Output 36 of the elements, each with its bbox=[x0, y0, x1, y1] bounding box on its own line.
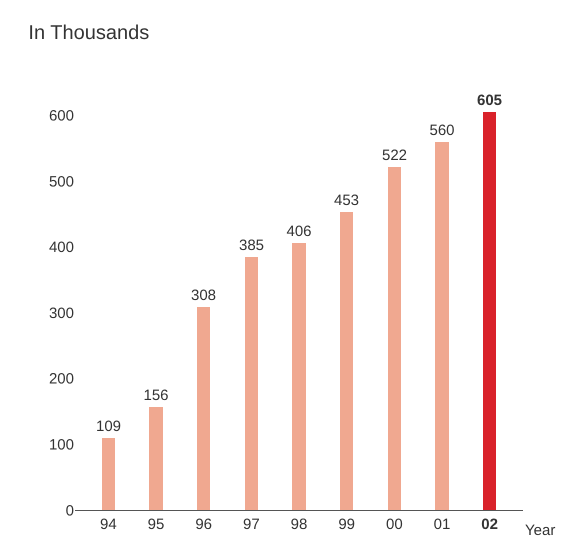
x-tick-label: 94 bbox=[100, 516, 117, 533]
bar bbox=[292, 243, 306, 510]
x-tick-label: 99 bbox=[338, 516, 356, 533]
data-label: 308 bbox=[190, 287, 216, 304]
x-tick-label: 96 bbox=[195, 516, 212, 533]
data-label: 385 bbox=[238, 237, 264, 254]
y-tick-label: 600 bbox=[48, 108, 74, 125]
x-tick-label: 02 bbox=[481, 516, 498, 533]
bar bbox=[483, 112, 496, 510]
x-tick-label: 98 bbox=[290, 516, 308, 533]
x-tick-label: 00 bbox=[386, 516, 403, 533]
data-label: 156 bbox=[143, 387, 169, 404]
y-tick-label: 500 bbox=[48, 173, 74, 190]
data-label: 406 bbox=[286, 223, 312, 240]
y-tick-label: 200 bbox=[48, 370, 74, 388]
y-tick-label: 300 bbox=[48, 304, 74, 322]
bar bbox=[245, 257, 258, 510]
x-axis-title: Year bbox=[525, 522, 556, 539]
bar bbox=[435, 142, 449, 510]
bar bbox=[102, 438, 115, 510]
bar bbox=[340, 212, 353, 510]
bar bbox=[149, 407, 163, 510]
x-tick-label: 01 bbox=[434, 516, 450, 533]
data-label: 453 bbox=[334, 192, 360, 209]
y-tick-label: 0 bbox=[66, 502, 74, 520]
data-label: 605 bbox=[476, 92, 502, 109]
data-label: 560 bbox=[429, 122, 455, 139]
bar bbox=[197, 307, 210, 510]
chart-title: In Thousands bbox=[28, 22, 150, 44]
y-tick-label: 400 bbox=[48, 239, 74, 256]
y-tick-label: 100 bbox=[48, 436, 74, 454]
x-tick-label: 95 bbox=[148, 516, 164, 533]
x-tick-label: 97 bbox=[242, 516, 260, 533]
bar bbox=[388, 167, 401, 510]
data-label: 522 bbox=[382, 147, 408, 164]
data-label: 109 bbox=[96, 418, 122, 435]
